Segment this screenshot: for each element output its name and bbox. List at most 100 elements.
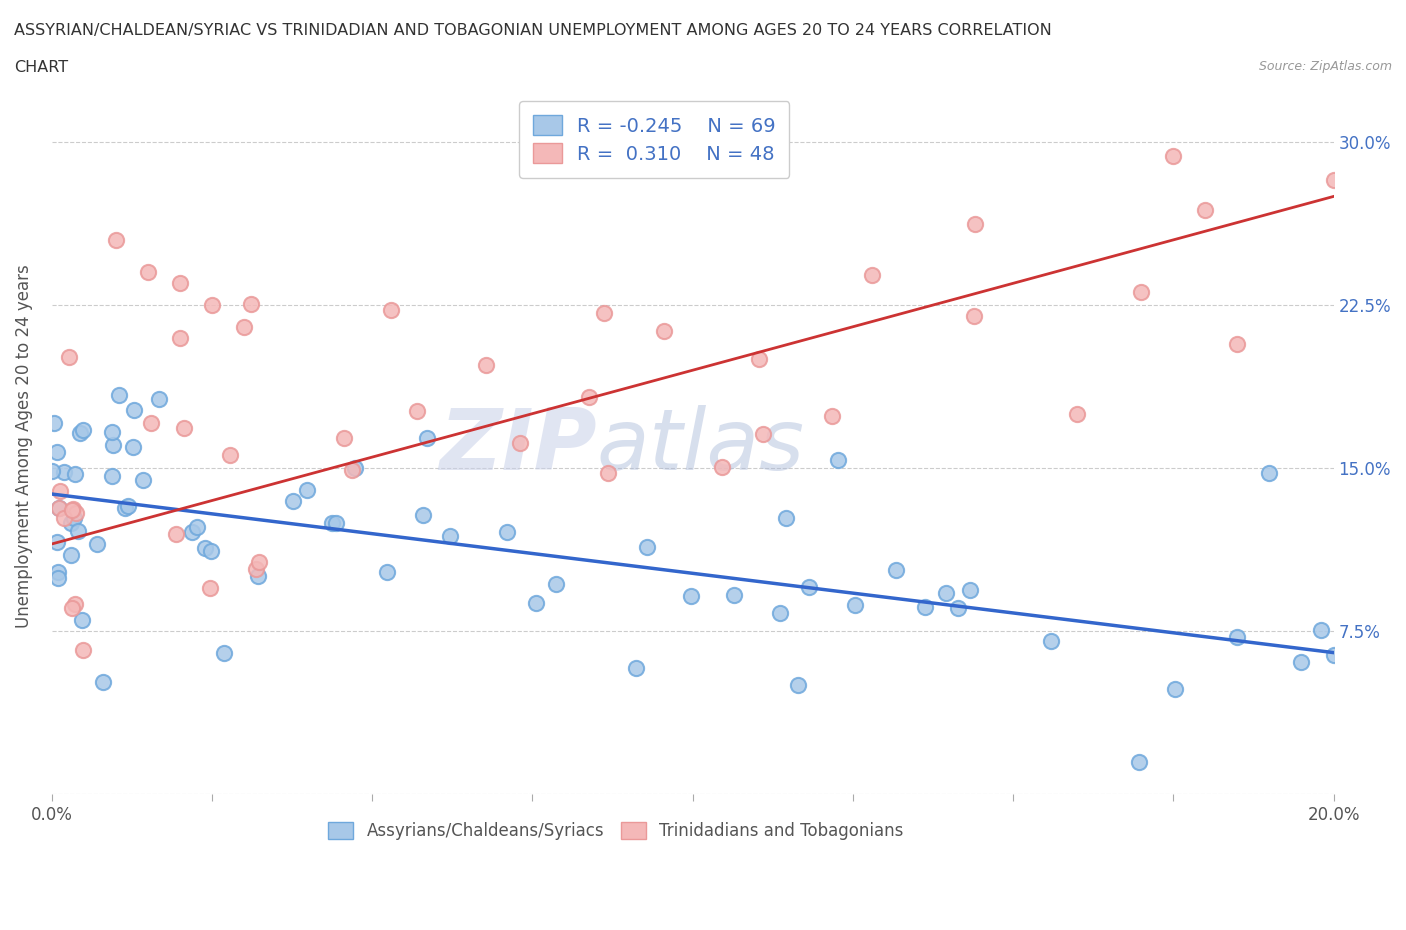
Point <box>200 543 222 558</box>
Point <box>201 298 224 312</box>
Point <box>104 232 127 247</box>
Point <box>101 469 124 484</box>
Point <box>101 424 124 439</box>
Point <box>173 420 195 435</box>
Point <box>48 484 70 498</box>
Point <box>496 525 519 539</box>
Point <box>60 601 83 616</box>
Point <box>375 565 398 579</box>
Point <box>63 597 86 612</box>
Point <box>914 600 936 615</box>
Point <box>131 472 153 487</box>
Point <box>679 589 702 604</box>
Point <box>439 529 461 544</box>
Point <box>333 431 356 445</box>
Point <box>91 675 114 690</box>
Point <box>219 448 242 463</box>
Point <box>1226 337 1249 352</box>
Point <box>60 547 83 562</box>
Point <box>169 276 191 291</box>
Point <box>122 440 145 455</box>
Point <box>524 595 547 610</box>
Point <box>59 516 82 531</box>
Point <box>412 508 434 523</box>
Point <box>62 501 84 516</box>
Point <box>136 265 159 280</box>
Point <box>946 601 969 616</box>
Point <box>959 582 981 597</box>
Point <box>86 537 108 551</box>
Point <box>1130 285 1153 299</box>
Point <box>827 453 849 468</box>
Point <box>884 563 907 578</box>
Point <box>247 568 270 583</box>
Point <box>45 445 67 459</box>
Point <box>52 511 75 525</box>
Point <box>101 438 124 453</box>
Point <box>165 527 187 542</box>
Point <box>1291 655 1313 670</box>
Point <box>186 520 208 535</box>
Point <box>281 494 304 509</box>
Point <box>1164 682 1187 697</box>
Point <box>52 464 75 479</box>
Point <box>46 565 69 579</box>
Point <box>775 510 797 525</box>
Point <box>598 465 620 480</box>
Point <box>58 350 80 365</box>
Point <box>962 309 984 324</box>
Point <box>1226 629 1249 644</box>
Point <box>821 408 844 423</box>
Point <box>1161 149 1184 164</box>
Point <box>70 613 93 628</box>
Point <box>546 577 568 591</box>
Point <box>48 500 70 515</box>
Text: CHART: CHART <box>14 60 67 75</box>
Point <box>108 388 131 403</box>
Point <box>578 390 600 405</box>
Point <box>752 427 775 442</box>
Point <box>340 462 363 477</box>
Point <box>117 498 139 513</box>
Point <box>1322 647 1344 662</box>
Point <box>325 515 347 530</box>
Point <box>593 306 616 321</box>
Point <box>860 268 883 283</box>
Point <box>48 500 70 515</box>
Point <box>475 358 498 373</box>
Point <box>344 460 367 475</box>
Point <box>935 585 957 600</box>
Point <box>169 330 191 345</box>
Point <box>122 403 145 418</box>
Point <box>406 404 429 418</box>
Point <box>63 511 86 525</box>
Point <box>1322 172 1344 187</box>
Point <box>46 570 69 585</box>
Point <box>321 515 343 530</box>
Point <box>139 416 162 431</box>
Point <box>295 483 318 498</box>
Point <box>1309 622 1331 637</box>
Point <box>769 606 792 621</box>
Point <box>1128 754 1150 769</box>
Point <box>114 500 136 515</box>
Point <box>380 302 402 317</box>
Point <box>233 319 256 334</box>
Point <box>245 562 267 577</box>
Point <box>786 677 808 692</box>
Point <box>723 588 745 603</box>
Point <box>45 534 67 549</box>
Y-axis label: Unemployment Among Ages 20 to 24 years: Unemployment Among Ages 20 to 24 years <box>15 264 32 628</box>
Text: ASSYRIAN/CHALDEAN/SYRIAC VS TRINIDADIAN AND TOBAGONIAN UNEMPLOYMENT AMONG AGES 2: ASSYRIAN/CHALDEAN/SYRIAC VS TRINIDADIAN … <box>14 23 1052 38</box>
Point <box>797 580 820 595</box>
Point <box>41 464 63 479</box>
Point <box>67 524 90 538</box>
Point <box>748 352 770 366</box>
Point <box>416 431 439 445</box>
Point <box>60 502 83 517</box>
Point <box>63 467 86 482</box>
Point <box>1258 466 1281 481</box>
Point <box>180 525 202 539</box>
Legend: Assyrians/Chaldeans/Syriacs, Trinidadians and Tobagonians: Assyrians/Chaldeans/Syriacs, Trinidadian… <box>319 813 911 848</box>
Point <box>963 217 986 232</box>
